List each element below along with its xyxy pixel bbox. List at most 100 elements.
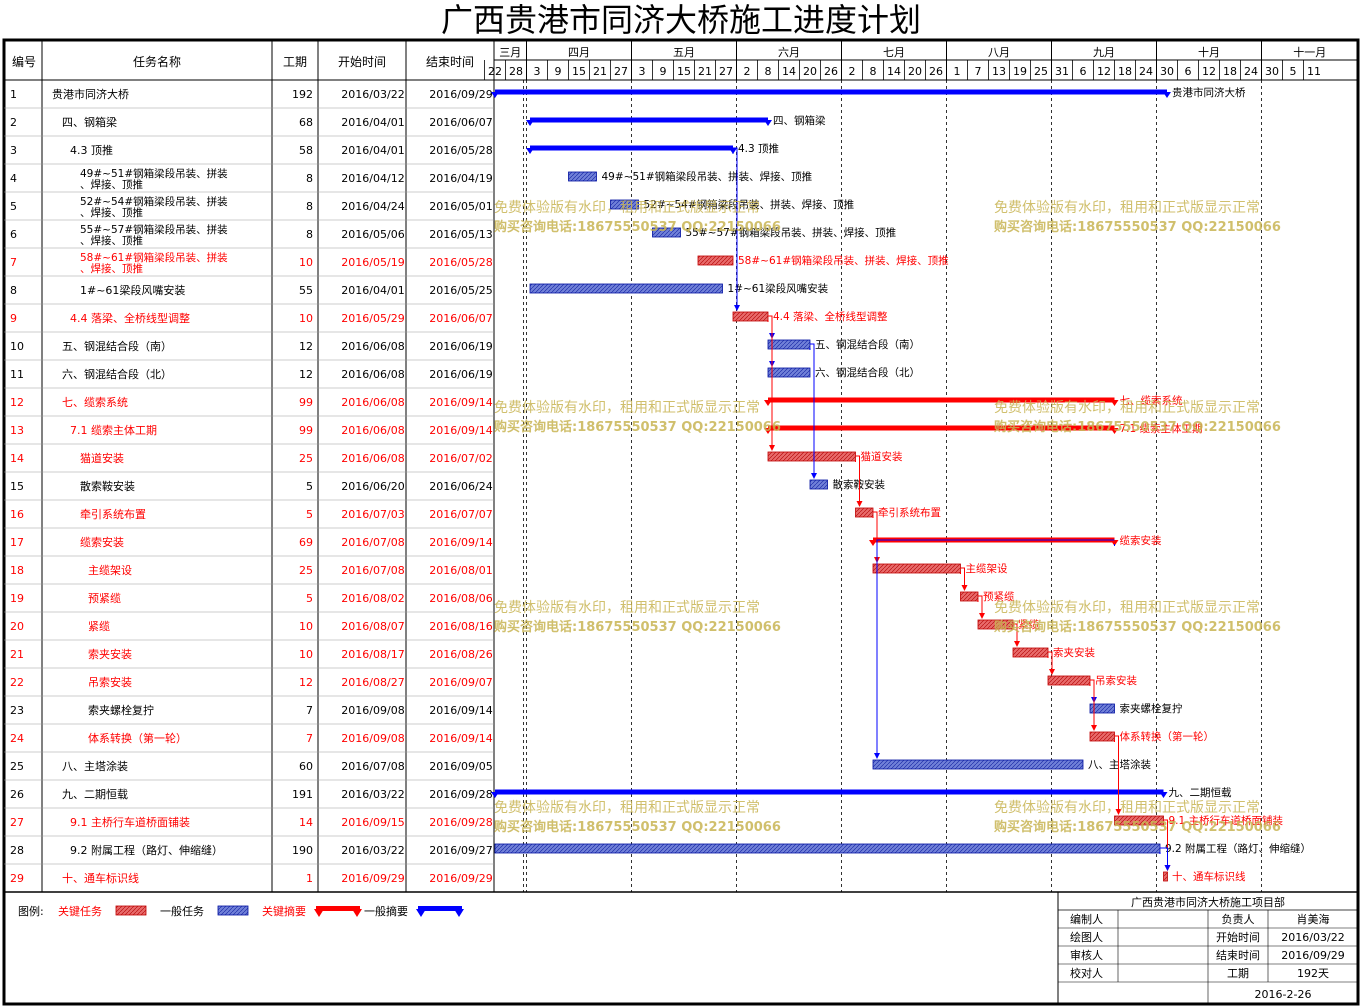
- task-duration: 55: [299, 284, 313, 297]
- info-label: 审核人: [1070, 948, 1103, 962]
- bar-label: 7.1 缆索主体工期: [1120, 422, 1203, 435]
- bar-label: 缆索安装: [1120, 534, 1162, 547]
- tick-label: 19: [1013, 65, 1027, 78]
- summary-cap: [526, 120, 534, 126]
- bar-label: 七、缆索系统: [1120, 394, 1183, 407]
- month-label: 十一月: [1293, 45, 1326, 59]
- month-label: 八月: [988, 46, 1010, 59]
- task-name: 体系转换（第一轮）: [88, 731, 187, 745]
- task-end: 2016/06/19: [429, 340, 492, 353]
- task-duration: 12: [299, 340, 313, 353]
- summary-cap: [1110, 400, 1119, 406]
- watermark-line1: 免费体验版有水印，租用和正式版显示正常: [994, 600, 1260, 616]
- task-name: 吊索安装: [88, 675, 132, 689]
- tick-label: 30: [1265, 65, 1279, 78]
- task-name: 四、钢箱梁: [62, 115, 117, 129]
- tick-label: 2: [849, 65, 856, 78]
- page-title: 广西贵港市同济大桥施工进度计划: [440, 1, 921, 39]
- task-start: 2016/08/02: [341, 592, 404, 605]
- month-label: 六月: [778, 46, 800, 59]
- watermark-line2: 购买咨询电话:18675550537 QQ:22150066: [494, 219, 781, 235]
- bar-label: 预紧缆: [983, 590, 1015, 603]
- tick-label: 15: [677, 65, 691, 78]
- task-end: 2016/05/13: [429, 228, 492, 241]
- tick-label: 30: [1160, 65, 1174, 78]
- task-bar: [732, 311, 769, 322]
- tick-label: 9: [660, 65, 667, 78]
- task-start: 2016/03/22: [341, 788, 404, 801]
- task-end: 2016/06/24: [429, 480, 492, 493]
- bar-label: 4.3 顶推: [738, 142, 779, 155]
- task-duration: 12: [299, 676, 313, 689]
- task-table: 1 贵港市同济大桥 192 2016/03/22 2016/09/292 四、钢箱梁 68 2…: [10, 87, 493, 885]
- task-duration: 68: [299, 116, 313, 129]
- bar-label: 索夹安装: [1053, 646, 1095, 659]
- task-bar: [960, 591, 979, 602]
- task-bar: [767, 451, 856, 462]
- summary-cap: [764, 120, 772, 126]
- task-start: 2016/05/29: [341, 312, 404, 325]
- task-id: 19: [10, 592, 24, 605]
- watermark-line2: 购买咨询电话:18675550537 QQ:22150066: [494, 419, 781, 435]
- dependency-link: [856, 455, 860, 506]
- task-id: 5: [10, 200, 17, 213]
- task-start: 2016/04/01: [341, 144, 404, 157]
- task-id: 16: [10, 508, 24, 521]
- watermark-line2: 购买咨询电话:18675550537 QQ:22150066: [994, 619, 1281, 635]
- tick-label: 27: [719, 65, 733, 78]
- bar-label: 1#~61梁段风嘴安装: [728, 282, 829, 295]
- task-name: 4.4 落梁、全桥线型调整: [70, 311, 190, 325]
- task-start: 2016/06/08: [341, 424, 404, 437]
- tick-label: 14: [782, 65, 796, 78]
- tick-label: 8: [765, 65, 772, 78]
- bar-label: 主缆架设: [966, 562, 1008, 575]
- dependency-link: [1013, 623, 1017, 646]
- info-value2: 肖美海: [1297, 912, 1330, 926]
- month-label: 三月: [499, 46, 521, 59]
- task-end: 2016/06/07: [429, 116, 492, 129]
- task-start: 2016/08/07: [341, 620, 404, 633]
- month-label: 七月: [883, 46, 905, 59]
- info-label: 绘图人: [1070, 930, 1103, 944]
- task-name: 六、钢混结合段（北）: [62, 367, 172, 381]
- task-end: 2016/09/27: [429, 844, 492, 857]
- column-header-id: 编号: [12, 54, 36, 69]
- bar-label: 牵引系统布置: [878, 506, 941, 519]
- task-bar: [1089, 703, 1115, 714]
- task-duration: 10: [299, 256, 313, 269]
- task-duration: 5: [306, 508, 313, 521]
- task-start: 2016/03/22: [341, 844, 404, 857]
- task-name: 七、缆索系统: [62, 395, 128, 409]
- watermark-line1: 免费体验版有水印，租用和正式版显示正常: [494, 200, 760, 216]
- tick-label: 8: [870, 65, 877, 78]
- tick-label: 5: [1290, 65, 1297, 78]
- summary-cap: [869, 540, 877, 546]
- task-bar: [1012, 647, 1049, 658]
- task-id: 1: [10, 88, 17, 101]
- task-end: 2016/05/28: [429, 144, 492, 157]
- task-bar: [1047, 675, 1091, 686]
- task-name: 九、二期恒载: [62, 788, 128, 801]
- info-value2: 2016/03/22: [1281, 931, 1344, 944]
- task-name: 缆索安装: [80, 535, 124, 549]
- task-name: 预紧缆: [88, 592, 121, 605]
- task-duration: 99: [299, 396, 313, 409]
- task-bar: [872, 759, 1084, 770]
- task-duration: 190: [292, 844, 313, 857]
- summary-cap: [729, 148, 737, 154]
- task-id: 2: [10, 116, 17, 129]
- task-bar: [529, 283, 723, 294]
- task-name: 十、通车标识线: [62, 871, 139, 885]
- tick-label: 14: [887, 65, 901, 78]
- legend-swatch: [316, 906, 360, 911]
- tick-label: 9: [555, 65, 562, 78]
- tick-label: 20: [803, 65, 817, 78]
- legend-swatch: [217, 905, 249, 916]
- task-end: 2016/08/01: [429, 564, 492, 577]
- legend-swatch-cap: [314, 909, 362, 917]
- task-bar: [1089, 731, 1115, 742]
- tick-label: 12: [1097, 65, 1111, 78]
- bar-label: 八、主塔涂装: [1088, 758, 1151, 771]
